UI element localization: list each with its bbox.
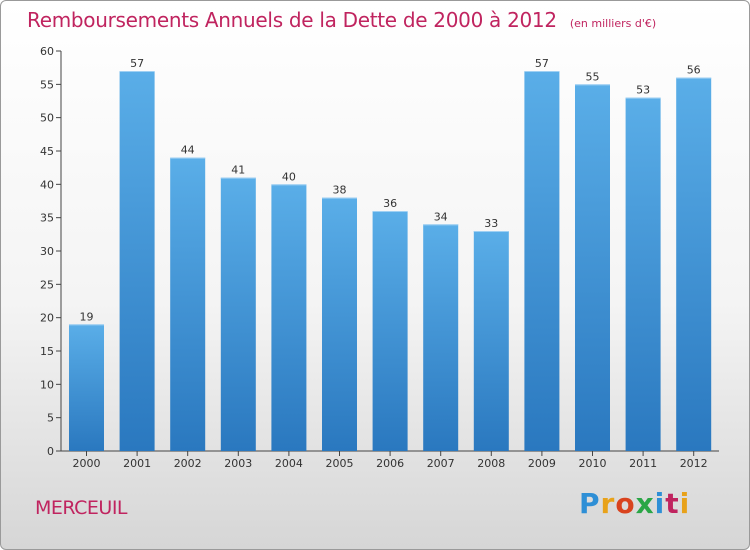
bar-2005: [322, 197, 357, 451]
data-label-2002: 44: [181, 144, 195, 157]
y-tick-label: 20: [40, 312, 54, 325]
x-tick-label-2003: 2003: [224, 457, 252, 470]
y-tick-label: 40: [40, 178, 54, 191]
bar-2002: [170, 157, 206, 451]
bar-2010: [575, 84, 610, 451]
y-tick-label: 5: [47, 412, 54, 425]
x-tick-label-2010: 2010: [579, 457, 607, 470]
brand-letter: i: [654, 487, 666, 520]
bar-2012: [676, 77, 712, 452]
data-label-2006: 36: [383, 197, 397, 210]
bar-2006: [372, 211, 408, 451]
y-axis: 0 5 10 15 20 25 30 35 40 45 50 55 60: [40, 45, 62, 458]
y-tick-label: 55: [40, 78, 54, 91]
x-tick-label-2002: 2002: [174, 457, 202, 470]
y-tick-label: 25: [40, 278, 54, 291]
data-label-2003: 41: [231, 164, 245, 177]
bar-2003: [220, 177, 256, 451]
x-tick-label-2011: 2011: [629, 457, 657, 470]
x-axis: 2000 2001 2002 2003 2004 2005 2006 2007 2008 2009…: [61, 450, 719, 470]
brand-letter: P: [579, 487, 601, 520]
bars: 19 57 44 41 40 38 36 34 33 57 55 53 56: [69, 57, 712, 452]
data-label-2012: 56: [687, 64, 701, 77]
x-tick-label-2008: 2008: [477, 457, 505, 470]
brand-letter: i: [679, 487, 691, 520]
brand-logo[interactable]: Proxiti: [579, 487, 690, 520]
x-tick-label-2012: 2012: [680, 457, 708, 470]
bar-2001: [119, 71, 155, 451]
y-tick-label: 60: [40, 45, 54, 58]
data-label-2004: 40: [282, 170, 296, 183]
x-tick-label-2007: 2007: [427, 457, 455, 470]
y-tick-label: 10: [40, 378, 54, 391]
y-tick-label: 50: [40, 112, 54, 125]
brand-letter: o: [615, 487, 636, 520]
bar-2007: [423, 224, 459, 451]
x-tick-label-2001: 2001: [123, 457, 151, 470]
bar-2011: [625, 97, 661, 452]
y-tick-label: 45: [40, 145, 54, 158]
data-label-2001: 57: [130, 57, 144, 70]
data-label-2011: 53: [636, 84, 650, 97]
brand-letter: t: [665, 487, 680, 520]
chart-title: Remboursements Annuels de la Dette de 20…: [27, 8, 557, 32]
y-tick-label: 0: [47, 445, 54, 458]
chart-subtitle: (en milliers d'€): [569, 17, 657, 30]
data-label-2005: 38: [333, 184, 347, 197]
title-block: Remboursements Annuels de la Dette de 20…: [27, 8, 656, 32]
data-label-2009: 57: [535, 57, 549, 70]
bar-2009: [524, 71, 560, 451]
brand-letter: x: [635, 487, 655, 520]
data-label-2000: 19: [80, 310, 94, 323]
place-name: MERCEUIL: [35, 497, 128, 519]
x-tick-label-2005: 2005: [326, 457, 354, 470]
bar-2004: [271, 184, 307, 452]
x-tick-label-2006: 2006: [376, 457, 404, 470]
data-label-2008: 33: [484, 217, 498, 230]
bar-2000: [69, 324, 104, 451]
bar-2008: [473, 231, 509, 451]
data-label-2007: 34: [434, 210, 448, 223]
data-label-2010: 55: [586, 70, 600, 83]
x-tick-label-2009: 2009: [528, 457, 556, 470]
x-tick-label-2004: 2004: [275, 457, 303, 470]
brand-letter: r: [600, 487, 616, 520]
y-tick-label: 15: [40, 345, 54, 358]
y-tick-label: 35: [40, 212, 54, 225]
x-tick-label-2000: 2000: [73, 457, 101, 470]
y-tick-label: 30: [40, 245, 54, 258]
